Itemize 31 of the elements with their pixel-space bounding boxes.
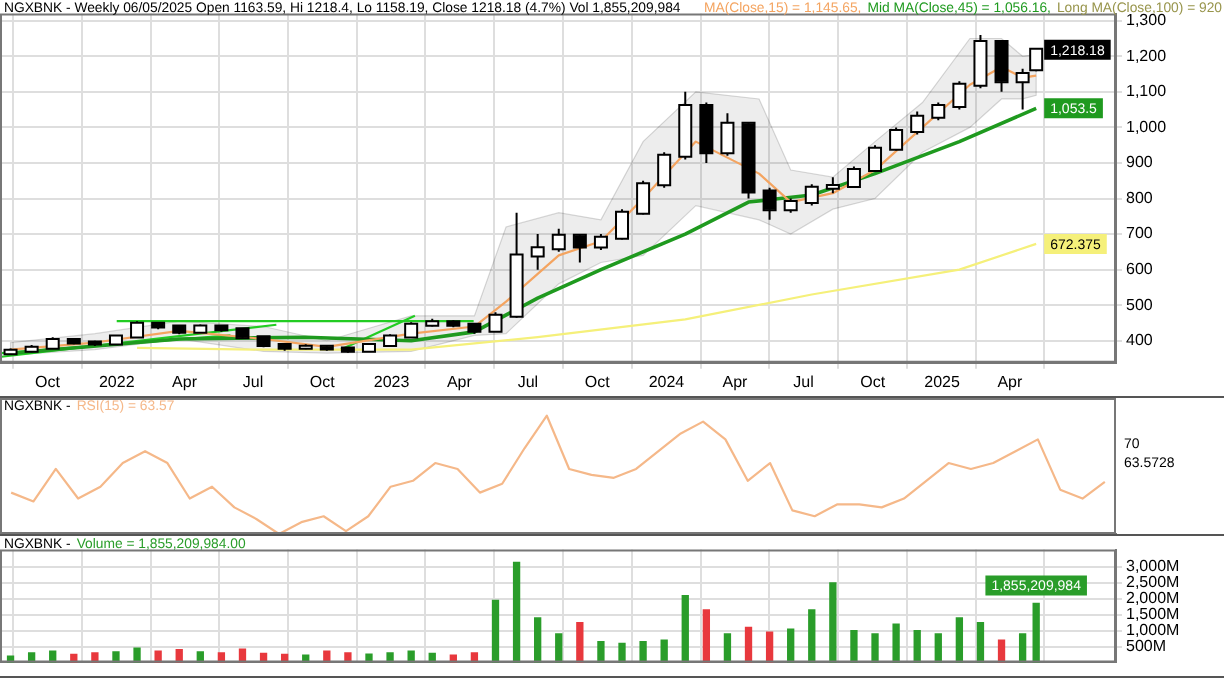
y-tick-label: 600 xyxy=(1126,260,1154,279)
x-tick-label: Oct xyxy=(309,372,337,391)
x-tick-label: Jul xyxy=(793,372,815,391)
y-tick-label: 500M xyxy=(1126,636,1167,655)
x-tick-label: Oct xyxy=(34,372,62,391)
x-tick-label: 2023 xyxy=(373,372,411,391)
x-tick-label: Jul xyxy=(517,372,539,391)
y-tick-label: 1,000M xyxy=(1126,621,1181,640)
x-tick-label: Oct xyxy=(584,372,612,391)
x-tick-label: Jul xyxy=(242,372,264,391)
x-tick-label: Apr xyxy=(446,372,473,391)
y-tick-label: 500 xyxy=(1126,295,1154,314)
x-tick-label: 2024 xyxy=(648,372,686,391)
y-tick-label: 400 xyxy=(1126,331,1154,350)
x-tick-label: Apr xyxy=(997,372,1023,391)
y-tick-label: 1,300 xyxy=(1126,11,1168,30)
y-tick-label: 3,000M xyxy=(1126,557,1181,576)
y-tick-label: 700 xyxy=(1126,224,1154,243)
y-tick-label: 900 xyxy=(1126,153,1154,172)
y-tick-label: 1,100 xyxy=(1126,82,1168,101)
x-tick-label: 2025 xyxy=(924,372,961,391)
y-tick-label: 2,500M xyxy=(1126,573,1181,592)
x-tick-label: Apr xyxy=(172,372,198,391)
y-tick-label: 1,000 xyxy=(1126,117,1168,136)
x-tick-label: Apr xyxy=(722,372,749,391)
y-tick-label: 1,500M xyxy=(1126,605,1181,624)
y-tick-label: 800 xyxy=(1126,188,1154,207)
y-tick-label: 2,000M xyxy=(1126,589,1181,608)
x-tick-label: Oct xyxy=(860,372,887,391)
x-tick-label: 2022 xyxy=(98,372,136,391)
y-tick-label: 1,200 xyxy=(1126,46,1168,65)
